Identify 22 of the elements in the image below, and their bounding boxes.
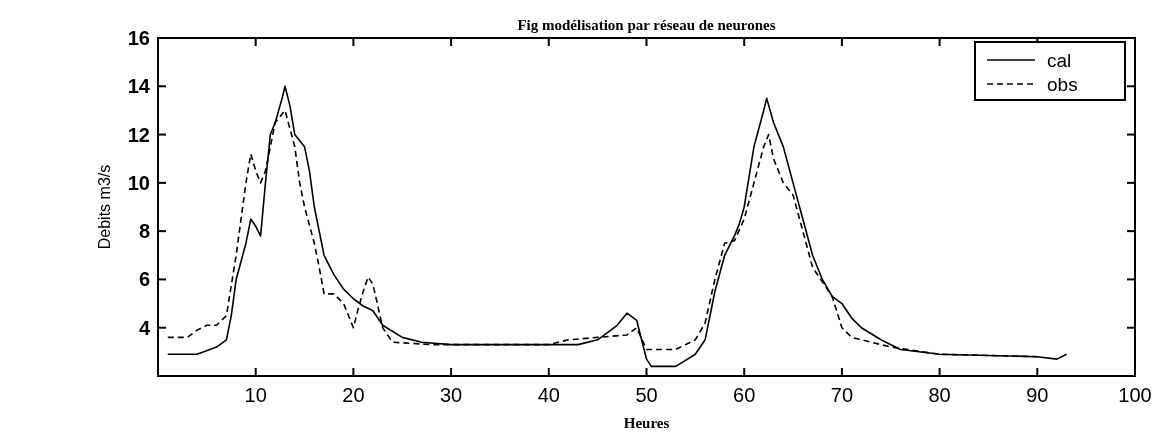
x-tick-label: 90 xyxy=(1026,384,1049,406)
y-tick-label: 14 xyxy=(127,75,151,98)
y-tick-label: 8 xyxy=(138,220,150,243)
x-tick-label: 100 xyxy=(1118,384,1152,406)
x-tick-label: 70 xyxy=(830,384,854,406)
x-tick-label: 10 xyxy=(244,384,267,406)
y-tick-label: 10 xyxy=(127,171,150,194)
x-axis-title: Heures xyxy=(623,415,670,431)
y-axis-title: Debits m3/s xyxy=(96,164,113,250)
legend-label: obs xyxy=(1047,73,1078,95)
y-tick-label: 6 xyxy=(138,268,150,291)
x-tick-label: 60 xyxy=(733,384,756,406)
x-tick-label: 20 xyxy=(342,384,365,406)
x-tick-label: 80 xyxy=(928,384,951,406)
x-tick-label: 50 xyxy=(635,384,658,406)
x-tick-label: 40 xyxy=(537,384,560,406)
chart-title: Fig modélisation par réseau de neurones xyxy=(517,17,776,33)
y-tick-label: 16 xyxy=(127,27,150,49)
legend-label: cal xyxy=(1047,49,1072,71)
y-tick-label: 4 xyxy=(138,316,151,339)
y-tick-label: 12 xyxy=(127,123,150,146)
x-tick-label: 30 xyxy=(439,384,463,406)
